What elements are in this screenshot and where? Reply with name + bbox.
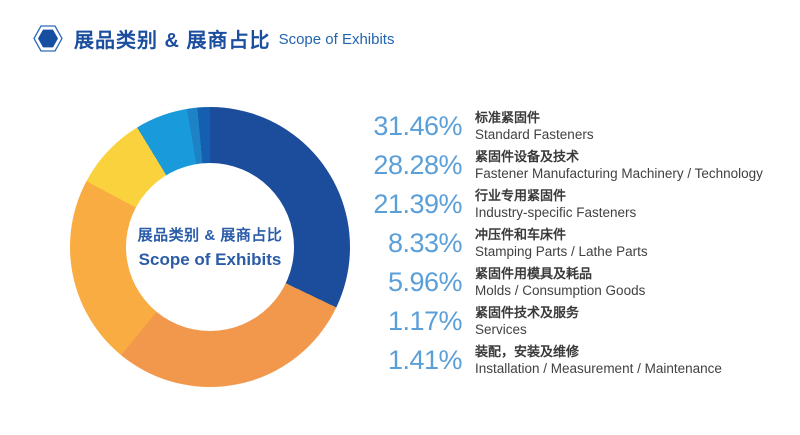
legend-label-zh: 装配，安装及维修: [475, 343, 580, 359]
donut-center-title-zh: 展品类别 & 展商占比: [137, 227, 283, 244]
legend-label-en: Industry-specific Fasteners: [475, 204, 637, 220]
legend-label-en: Installation / Measurement / Maintenance: [475, 360, 722, 376]
legend-label-en: Molds / Consumption Goods: [475, 282, 646, 298]
legend-percent: 31.46%: [373, 110, 462, 141]
legend-labels: 紧固件设备及技术 Fastener Manufacturing Machiner…: [475, 149, 792, 182]
legend-percent: 21.39%: [373, 188, 462, 219]
legend-label-zh: 紧固件用模具及耗品: [475, 265, 593, 281]
legend-labels: 冲压件和车床件 Stamping Parts / Lathe Parts: [475, 227, 792, 260]
legend-percent: 1.17%: [387, 305, 463, 336]
legend-labels: 紧固件用模具及耗品 Molds / Consumption Goods: [475, 266, 792, 299]
legend-label-zh: 冲压件和车床件: [475, 226, 567, 242]
legend-labels: 行业专用紧固件 Industry-specific Fasteners: [475, 188, 792, 221]
legend-percent: 5.96%: [387, 266, 463, 297]
donut-center: 展品类别 & 展商占比 Scope of Exhibits: [126, 163, 294, 331]
legend-percent: 8.33%: [387, 227, 463, 258]
legend-row-3: 21.39% 行业专用紧固件 Industry-specific Fastene…: [366, 187, 792, 221]
donut-center-title-en: Scope of Exhibits: [138, 250, 282, 269]
legend-percent: 1.41%: [387, 344, 463, 375]
legend-label-en: Fastener Manufacturing Machinery / Techn…: [475, 165, 763, 181]
legend-label-zh: 行业专用紧固件: [475, 187, 567, 203]
legend-row-6: 1.17% 紧固件技术及服务 Services: [366, 304, 792, 338]
legend-label-zh: 标准紧固件: [475, 109, 541, 125]
legend-labels: 标准紧固件 Standard Fasteners: [475, 110, 792, 143]
legend-label-en: Stamping Parts / Lathe Parts: [475, 243, 648, 259]
legend-row-4: 8.33% 冲压件和车床件 Stamping Parts / Lathe Par…: [366, 226, 792, 260]
section-title-en: Scope of Exhibits: [278, 31, 395, 48]
legend-row-7: 1.41% 装配，安装及维修 Installation / Measuremen…: [366, 343, 792, 377]
section-title-zh: 展品类别 & 展商占比: [74, 30, 271, 52]
chart-legend: 31.46% 标准紧固件 Standard Fasteners 28.28% 紧…: [366, 109, 792, 382]
legend-row-5: 5.96% 紧固件用模具及耗品 Molds / Consumption Good…: [366, 265, 792, 299]
legend-label-en: Standard Fasteners: [475, 126, 594, 142]
legend-label-zh: 紧固件设备及技术: [475, 148, 580, 164]
legend-percent: 28.28%: [373, 149, 462, 180]
legend-label-en: Services: [475, 321, 527, 337]
legend-label-zh: 紧固件技术及服务: [475, 304, 580, 320]
legend-row-2: 28.28% 紧固件设备及技术 Fastener Manufacturing M…: [366, 148, 792, 182]
legend-labels: 装配，安装及维修 Installation / Measurement / Ma…: [475, 344, 792, 377]
legend-row-1: 31.46% 标准紧固件 Standard Fasteners: [366, 109, 792, 143]
hexagon-icon: [33, 25, 63, 52]
legend-labels: 紧固件技术及服务 Services: [475, 305, 792, 338]
section-header: 展品类别 & 展商占比 Scope of Exhibits: [33, 24, 394, 53]
